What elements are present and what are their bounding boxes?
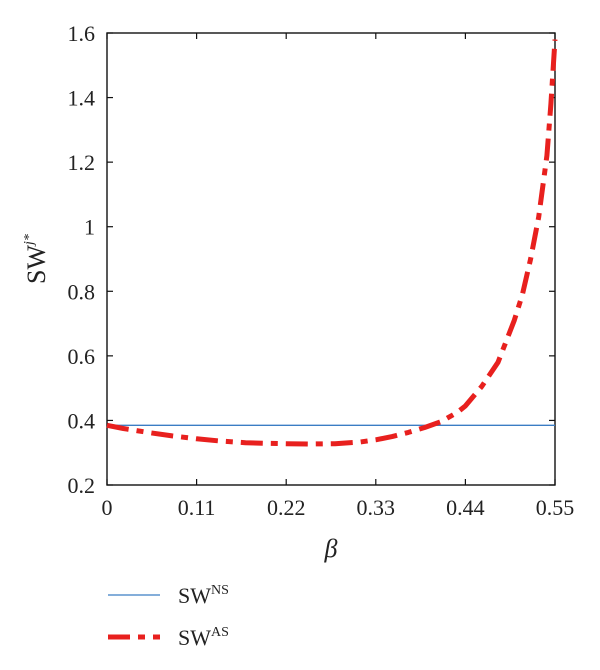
y-tick-label: 1.2 [68,150,96,175]
legend-label-sw-as: SWAS [178,625,229,650]
x-axis-label: β [324,534,338,563]
y-tick-label: 0.4 [68,408,96,433]
y-axis-ticks: 0.2 0.4 0.6 0.8 1 1.2 1.4 1.6 [68,21,555,498]
legend-label-sw-ns-base: SW [178,583,211,608]
legend-label-sw-as-base: SW [178,625,211,650]
series-line-sw-as [106,39,558,447]
y-tick-label: 0.6 [68,344,96,369]
y-tick-label: 1.4 [68,86,96,111]
x-tick-label: 0 [102,495,113,520]
x-tick-label: 0.22 [267,495,306,520]
legend-label-sw-as-superscript: AS [211,625,229,640]
legend: SWNS SWAS [108,583,229,650]
y-axis-label-base: SW [22,244,51,283]
y-axis-label-superscript: j* [22,234,37,247]
legend-label-sw-ns: SWNS [178,583,229,608]
x-tick-label: 0.33 [357,495,396,520]
y-tick-label: 0.2 [68,473,96,498]
y-axis-label: SWj* [22,234,51,284]
y-tick-label: 1 [84,215,95,240]
plot-frame [106,32,556,486]
series-layer [106,39,558,447]
y-tick-label: 1.6 [68,21,96,46]
y-tick-label: 0.8 [68,279,96,304]
x-tick-label: 0.55 [536,495,575,520]
x-tick-label: 0.44 [446,495,485,520]
legend-label-sw-ns-superscript: NS [211,583,229,598]
x-axis-ticks: 0 0.11 0.22 0.33 0.44 0.55 [102,33,575,520]
x-tick-label: 0.11 [178,495,216,520]
